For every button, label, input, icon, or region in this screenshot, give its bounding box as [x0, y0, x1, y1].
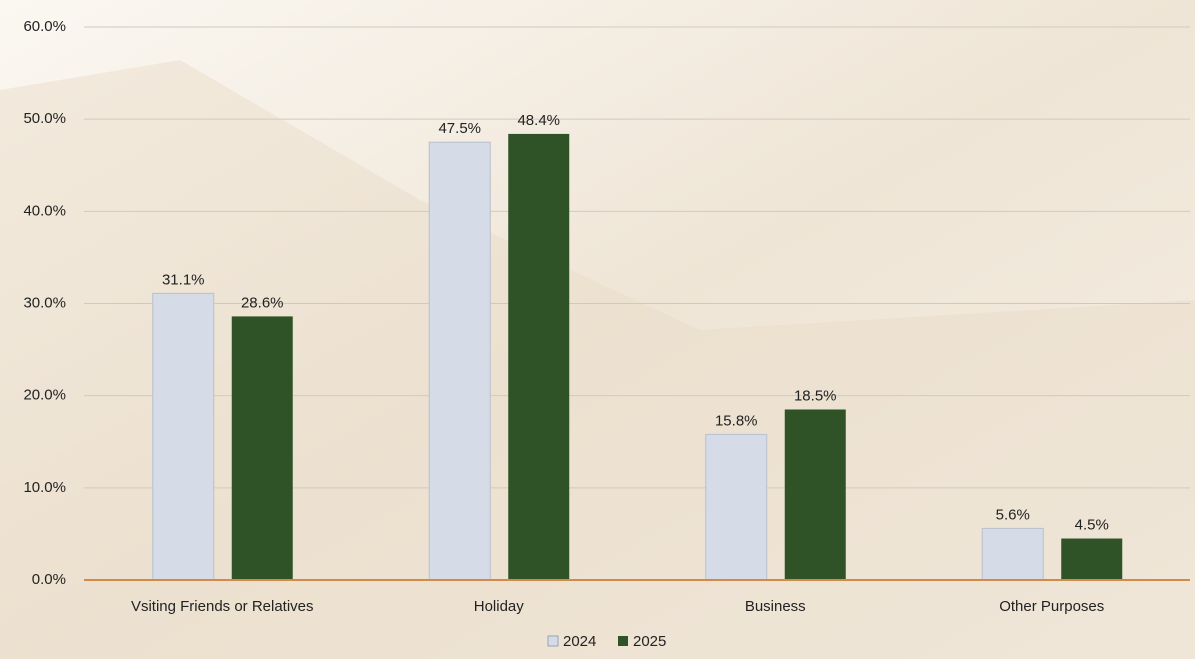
y-tick-label: 10.0%: [23, 479, 66, 496]
y-tick-label: 40.0%: [23, 202, 66, 219]
value-label: 47.5%: [438, 120, 481, 137]
legend-label: 2024: [563, 633, 596, 650]
value-label: 48.4%: [517, 112, 560, 129]
bar: [428, 141, 491, 581]
legend-swatch: [618, 636, 628, 646]
bar: [231, 316, 293, 580]
legend-swatch: [547, 635, 559, 647]
value-label: 28.6%: [241, 294, 284, 311]
bar: [508, 133, 570, 580]
y-tick-label: 50.0%: [23, 110, 66, 127]
y-tick-label: 30.0%: [23, 294, 66, 311]
value-label: 31.1%: [162, 271, 205, 288]
bar: [784, 409, 846, 580]
y-tick-label: 60.0%: [23, 18, 66, 35]
x-tick-label: Vsiting Friends or Relatives: [131, 598, 314, 615]
x-tick-label: Holiday: [474, 598, 525, 615]
y-tick-label: 20.0%: [23, 387, 66, 404]
x-tick-label: Business: [745, 598, 806, 615]
value-label: 18.5%: [794, 387, 837, 404]
legend-label: 2025: [633, 633, 666, 650]
bar: [705, 433, 768, 581]
value-label: 4.5%: [1075, 516, 1109, 533]
x-tick-label: Other Purposes: [999, 598, 1104, 615]
bar: [981, 527, 1044, 581]
bar: [1061, 538, 1123, 580]
y-tick-label: 0.0%: [32, 571, 66, 588]
background-art: [0, 60, 1195, 659]
bar: [152, 292, 215, 581]
value-label: 5.6%: [996, 506, 1030, 523]
value-label: 15.8%: [715, 412, 758, 429]
